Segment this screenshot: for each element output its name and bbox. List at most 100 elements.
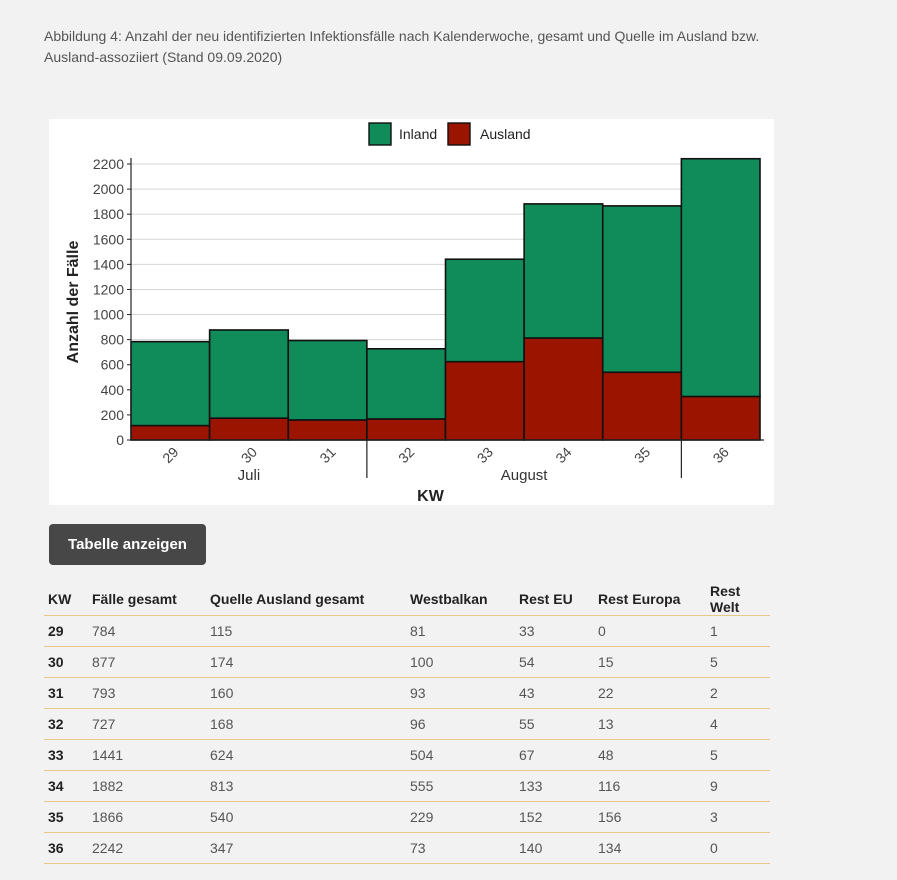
table-header-row: KW Fälle gesamt Quelle Ausland gesamt We…	[44, 583, 770, 616]
table-cell: 347	[206, 832, 406, 864]
table-cell: 15	[594, 646, 706, 678]
col-header-westbalkan: Westbalkan	[406, 583, 515, 616]
table-cell: 229	[406, 801, 515, 833]
y-tick-label: 0	[116, 432, 124, 448]
bar-inland-kw30	[208, 329, 290, 419]
table-cell: 133	[515, 770, 594, 802]
legend-label-ausland: Ausland	[480, 126, 531, 142]
legend-swatch-inland	[368, 122, 392, 146]
table-row: 29 784 115 81 33 0 1	[44, 615, 770, 647]
table-cell-kw: 33	[44, 739, 88, 771]
table-row: 32 727 168 96 55 13 4	[44, 708, 770, 740]
table-cell: 1882	[88, 770, 206, 802]
bar-ausland-kw36	[680, 395, 761, 441]
col-header-faelle-gesamt: Fälle gesamt	[88, 583, 206, 616]
y-tick-label: 2000	[93, 181, 124, 197]
x-tick-label: 36	[710, 444, 732, 466]
table-cell: 555	[406, 770, 515, 802]
legend-label-inland: Inland	[399, 126, 437, 142]
table-cell: 2242	[88, 832, 206, 864]
table-cell: 13	[594, 708, 706, 740]
table-cell-kw: 32	[44, 708, 88, 740]
table-cell: 55	[515, 708, 594, 740]
table-cell: 0	[706, 832, 770, 864]
table-cell-kw: 35	[44, 801, 88, 833]
table-cell: 504	[406, 739, 515, 771]
col-header-rest-welt: Rest Welt	[706, 583, 770, 616]
x-tick-label: 31	[316, 444, 338, 466]
table-cell: 140	[515, 832, 594, 864]
table-cell: 134	[594, 832, 706, 864]
table-body: 29 784 115 81 33 0 1 30 877 174 100 54 15 5 31 793 160 93…	[44, 615, 770, 864]
bar-inland-kw32	[366, 347, 447, 420]
bar-ausland-kw35	[601, 371, 683, 441]
table-cell: 793	[88, 677, 206, 709]
col-header-rest-eu: Rest EU	[515, 583, 594, 616]
table-cell: 73	[406, 832, 515, 864]
table-row: 30 877 174 100 54 15 5	[44, 646, 770, 678]
x-tick-label: 32	[395, 444, 417, 466]
table-cell-kw: 29	[44, 615, 88, 647]
bar-ausland-kw33	[444, 360, 525, 441]
col-header-rest-europa: Rest Europa	[594, 583, 706, 616]
table-cell: 168	[206, 708, 406, 740]
table-cell: 3	[706, 801, 770, 833]
table-cell: 5	[706, 646, 770, 678]
y-axis-title: Anzahl der Fälle	[65, 241, 82, 364]
x-axis-title: KW	[417, 488, 445, 505]
table-cell: 0	[594, 615, 706, 647]
chart-svg: 0 200 400 600 800 1000 1200 1400 1600 1800 2000 220…	[65, 122, 764, 505]
col-header-quelle-ausland: Quelle Ausland gesamt	[206, 583, 406, 616]
table-cell: 877	[88, 646, 206, 678]
table-cell: 540	[206, 801, 406, 833]
table-cell-kw: 36	[44, 832, 88, 864]
bar-ausland-kw29	[130, 424, 211, 441]
table-cell: 96	[406, 708, 515, 740]
table-cell: 22	[594, 677, 706, 709]
table-cell: 54	[515, 646, 594, 678]
table-cell: 115	[206, 615, 406, 647]
table-cell: 624	[206, 739, 406, 771]
table-cell: 67	[515, 739, 594, 771]
bar-ausland-kw32	[366, 418, 447, 441]
bar-inland-kw35	[601, 205, 683, 374]
y-tick-label: 400	[101, 382, 125, 398]
stacked-bar-chart: 0 200 400 600 800 1000 1200 1400 1600 1800 2000 220…	[49, 119, 774, 505]
table-cell: 727	[88, 708, 206, 740]
show-table-button[interactable]: Tabelle anzeigen	[49, 524, 206, 565]
table-cell: 116	[594, 770, 706, 802]
x-tick-label: 34	[552, 444, 574, 466]
table-cell: 156	[594, 801, 706, 833]
table-cell: 93	[406, 677, 515, 709]
table-row: 34 1882 813 555 133 116 9	[44, 770, 770, 802]
table-cell: 2	[706, 677, 770, 709]
y-tick-label: 1200	[93, 281, 124, 297]
table-cell: 1	[706, 615, 770, 647]
table-row: 36 2242 347 73 140 134 0	[44, 832, 770, 864]
table-cell: 81	[406, 615, 515, 647]
bar-inland-kw29	[130, 340, 211, 427]
figure-caption: Abbildung 4: Anzahl der neu identifizier…	[44, 28, 760, 65]
bar-inland-kw36	[680, 157, 761, 398]
x-tick-label: 29	[159, 444, 181, 466]
y-tick-label: 1400	[93, 256, 124, 272]
table-row: 33 1441 624 504 67 48 5	[44, 739, 770, 771]
bar-ausland-kw30	[208, 417, 290, 441]
y-tick-label: 1000	[93, 307, 124, 323]
legend-swatch-ausland	[447, 122, 471, 146]
table-row: 35 1866 540 229 152 156 3	[44, 801, 770, 833]
y-tick-label: 600	[101, 357, 125, 373]
col-header-kw: KW	[44, 583, 88, 616]
table-cell-kw: 30	[44, 646, 88, 678]
bar-inland-kw34	[523, 203, 604, 339]
x-tick-label: 33	[474, 444, 496, 466]
table-cell: 152	[515, 801, 594, 833]
month-label: August	[501, 467, 549, 484]
x-tick-label: 30	[238, 444, 260, 466]
table-cell-kw: 34	[44, 770, 88, 802]
table-cell: 100	[406, 646, 515, 678]
month-label: Juli	[238, 467, 261, 484]
table-cell-kw: 31	[44, 677, 88, 709]
bar-inland-kw31	[287, 339, 368, 421]
table-cell: 9	[706, 770, 770, 802]
